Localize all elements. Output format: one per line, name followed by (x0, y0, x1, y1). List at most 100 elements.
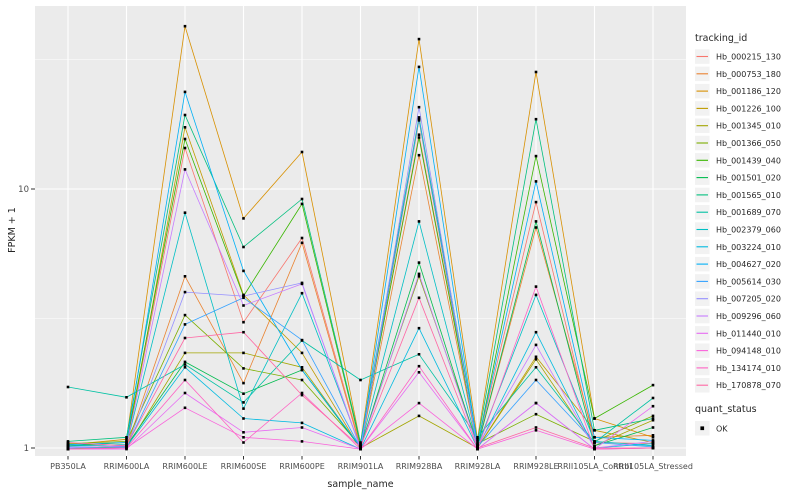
x-tick-label: RRIM901LA (338, 462, 384, 471)
data-point-marker (534, 343, 538, 347)
legend-item-label: Hb_007205_020 (716, 295, 781, 304)
data-point-marker (242, 441, 245, 444)
data-point-marker (417, 353, 421, 356)
data-point-marker (534, 70, 538, 74)
data-point-marker (242, 367, 245, 370)
data-point-marker (300, 202, 304, 206)
data-point-marker (417, 133, 421, 136)
data-point-marker (300, 150, 304, 154)
data-point-marker (534, 412, 538, 416)
data-point-marker (534, 180, 538, 183)
data-point-marker (651, 404, 655, 408)
data-point-marker (300, 351, 304, 355)
data-point-marker (359, 445, 362, 449)
data-point-marker (125, 446, 128, 450)
legend-item-label: Hb_001439_040 (716, 156, 781, 165)
data-point-marker (66, 447, 70, 451)
data-point-marker (242, 407, 245, 410)
data-point-marker (593, 441, 596, 444)
data-point-marker (183, 168, 187, 171)
data-point-marker (593, 417, 596, 420)
legend-item-label: Hb_009296_060 (716, 312, 781, 321)
data-point-marker (417, 261, 421, 264)
legend-item: Hb_001439_040 (695, 153, 781, 168)
data-point-marker (300, 197, 304, 201)
data-point-marker (242, 245, 245, 249)
legend-item: Hb_001186_120 (695, 83, 781, 99)
legend-item-label: Hb_001501_020 (716, 174, 781, 183)
data-point-marker (534, 293, 538, 297)
data-point-marker (593, 444, 596, 448)
data-point-marker (651, 446, 655, 450)
data-point-marker (242, 294, 245, 298)
legend-tracking-title: tracking_id (695, 33, 747, 44)
data-point-marker (183, 90, 187, 94)
data-point-marker (183, 137, 187, 141)
x-tick-label: RRIM928LA (455, 462, 501, 471)
legend-item: OK (695, 421, 728, 436)
data-point-marker (534, 358, 538, 361)
data-point-marker (125, 396, 128, 399)
legend-item-label: Hb_011440_010 (716, 329, 781, 338)
data-point-marker (534, 226, 538, 229)
data-point-marker (651, 383, 655, 387)
data-point-marker (651, 417, 655, 420)
legend-item: Hb_004627_020 (695, 256, 781, 272)
y-tick-label: 1 (24, 444, 29, 454)
data-point-marker (242, 330, 245, 334)
data-point-marker (300, 366, 304, 369)
data-point-marker (300, 440, 304, 443)
data-point-marker (242, 417, 245, 420)
legend-item-label: Hb_000753_180 (716, 70, 781, 79)
data-point-marker (534, 378, 538, 382)
data-point-marker (417, 364, 421, 368)
data-point-marker (242, 296, 245, 300)
data-point-marker (417, 116, 421, 119)
x-tick-label: RRIM600SE (221, 462, 267, 471)
data-point-marker (125, 436, 128, 439)
data-point-marker (300, 421, 304, 425)
x-tick-label: RRIM928LE (513, 462, 558, 471)
legend-item: Hb_002379_060 (695, 222, 781, 237)
legend-item: Hb_005614_030 (695, 274, 781, 289)
data-point-marker (242, 381, 245, 385)
data-point-marker (593, 436, 596, 439)
data-point-marker (183, 360, 187, 364)
data-point-marker (183, 290, 187, 294)
data-point-marker (66, 441, 70, 444)
data-point-marker (534, 200, 538, 204)
legend-item: Hb_007205_020 (695, 291, 781, 306)
data-point-marker (417, 401, 421, 405)
data-point-marker (359, 378, 362, 382)
data-point-marker (359, 441, 362, 444)
data-point-marker (651, 442, 655, 445)
data-point-marker (183, 323, 187, 326)
data-point-marker (300, 291, 304, 295)
data-point-marker (242, 269, 245, 273)
legend-item-label: Hb_001366_050 (716, 139, 781, 148)
data-point-marker (476, 436, 479, 439)
data-point-marker (183, 406, 187, 410)
legend-item-label: Hb_001689_070 (716, 208, 781, 217)
data-point-marker (417, 220, 421, 223)
data-point-marker (300, 391, 304, 395)
data-point-marker (476, 443, 479, 446)
data-point-marker (125, 438, 128, 441)
data-point-marker (242, 351, 245, 355)
data-point-marker (651, 418, 655, 422)
data-point-marker (300, 393, 304, 397)
data-point-marker (183, 313, 187, 317)
x-tick-label: RRIM600PE (279, 462, 325, 471)
data-point-marker (300, 378, 304, 382)
legend-item-label: Hb_094148_010 (716, 347, 781, 356)
data-point-marker (417, 371, 421, 374)
data-point-marker (534, 285, 538, 288)
legend-item: Hb_001565_010 (695, 187, 781, 203)
data-point-marker (183, 378, 187, 382)
legend-item-label: Hb_001226_100 (716, 104, 781, 113)
y-axis-title: FPKM + 1 (7, 207, 18, 253)
data-point-marker (417, 414, 421, 418)
data-point-marker (417, 326, 421, 330)
legend-item: Hb_170878_070 (695, 378, 781, 393)
